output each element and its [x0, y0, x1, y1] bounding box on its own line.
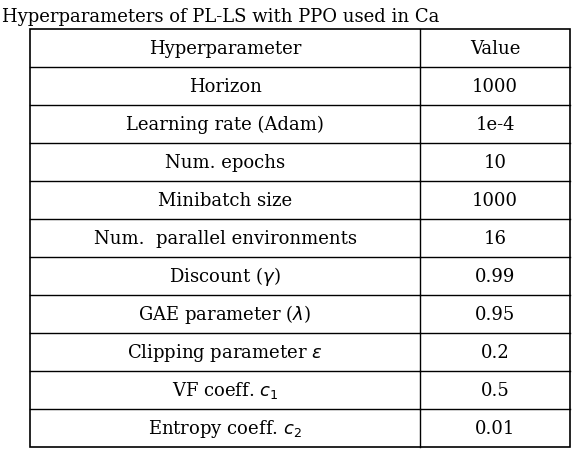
Text: 0.2: 0.2 — [481, 343, 509, 361]
Text: Value: Value — [470, 40, 520, 58]
Text: 1e-4: 1e-4 — [475, 116, 515, 134]
Text: Horizon: Horizon — [189, 78, 262, 96]
Text: Minibatch size: Minibatch size — [158, 192, 292, 210]
Text: Learning rate (Adam): Learning rate (Adam) — [126, 116, 324, 134]
Text: 1000: 1000 — [472, 78, 518, 96]
Text: Hyperparameters of PL-LS with PPO used in Ca: Hyperparameters of PL-LS with PPO used i… — [2, 8, 439, 26]
Text: 0.5: 0.5 — [481, 381, 509, 399]
Text: Num. epochs: Num. epochs — [165, 154, 285, 172]
Text: Clipping parameter $\epsilon$: Clipping parameter $\epsilon$ — [127, 341, 323, 363]
Text: Hyperparameter: Hyperparameter — [149, 40, 301, 58]
Text: Discount ($\gamma$): Discount ($\gamma$) — [169, 265, 281, 288]
Text: 1000: 1000 — [472, 192, 518, 210]
Text: 0.01: 0.01 — [475, 419, 515, 437]
Text: 16: 16 — [484, 229, 506, 248]
Text: 0.95: 0.95 — [475, 305, 515, 324]
Text: 10: 10 — [484, 154, 506, 172]
Text: Entropy coeff. $c_2$: Entropy coeff. $c_2$ — [148, 417, 302, 439]
Text: GAE parameter ($\lambda$): GAE parameter ($\lambda$) — [138, 303, 311, 326]
Text: 0.99: 0.99 — [475, 268, 515, 285]
Text: Num.  parallel environments: Num. parallel environments — [93, 229, 356, 248]
Text: VF coeff. $c_1$: VF coeff. $c_1$ — [172, 379, 278, 400]
